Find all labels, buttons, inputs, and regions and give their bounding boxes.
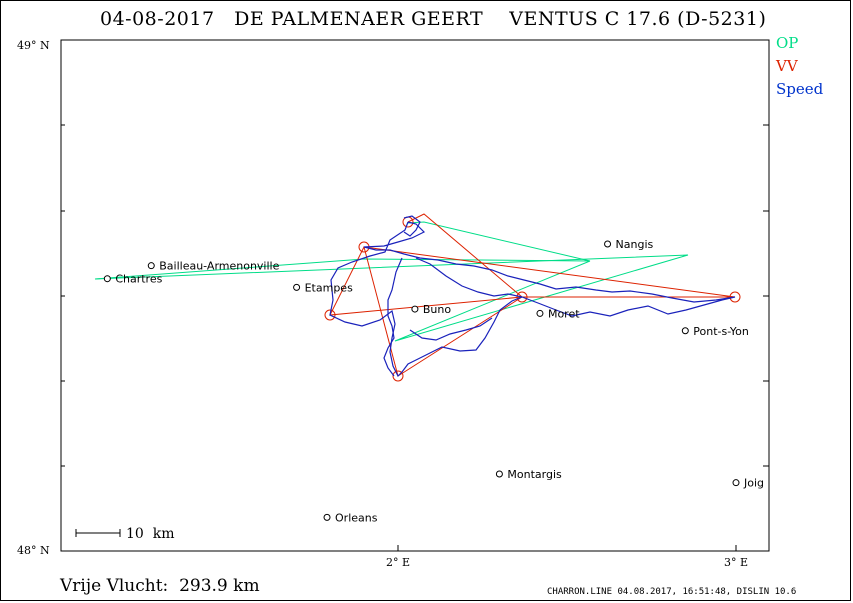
place-marker (323, 513, 331, 521)
lon-label-3e: 3° E (724, 556, 749, 569)
place-marker (411, 305, 419, 313)
place-label: Etampes (305, 281, 353, 294)
vv-route (324, 213, 741, 382)
place-marker (604, 240, 612, 248)
speed-track (329, 215, 736, 378)
place-marker (536, 309, 544, 317)
place-marker (147, 262, 155, 270)
scale-bar-label: 10 km (126, 526, 175, 542)
legend-vv: VV (776, 57, 798, 75)
flight-distance: Vrije Vlucht: 293.9 km (60, 576, 260, 596)
place-label: Pont-s-Yon (693, 325, 749, 338)
legend-op: OP (776, 34, 799, 52)
lon-label-2e: 2° E (386, 556, 411, 569)
place-label: Orleans (335, 511, 378, 524)
scale-bar (75, 529, 121, 537)
legend-speed: Speed (776, 80, 824, 98)
plot-border (60, 39, 770, 552)
place-marker (495, 470, 503, 478)
place-label: Joig (743, 477, 764, 490)
lat-label-top: 49° N (17, 39, 50, 52)
op-route (94, 221, 689, 342)
place-label: Moret (548, 307, 580, 320)
footer-meta: CHARRON.LINE 04.08.2017, 16:51:48, DISLI… (547, 587, 797, 597)
map-title: 04-08-2017 DE PALMENAER GEERT VENTUS C 1… (100, 8, 767, 30)
place-marker (732, 479, 740, 487)
place-label: Montargis (507, 468, 562, 481)
place-label: Chartres (115, 273, 162, 286)
place-marker (681, 327, 689, 335)
lat-label-bottom: 48° N (17, 544, 50, 557)
lat-ticks (61, 39, 769, 552)
place-marker (293, 283, 301, 291)
place-label: Buno (423, 303, 451, 316)
place-marker (103, 275, 111, 283)
place-label: Bailleau-Armenonville (159, 260, 279, 273)
place-label: Nangis (616, 238, 654, 251)
